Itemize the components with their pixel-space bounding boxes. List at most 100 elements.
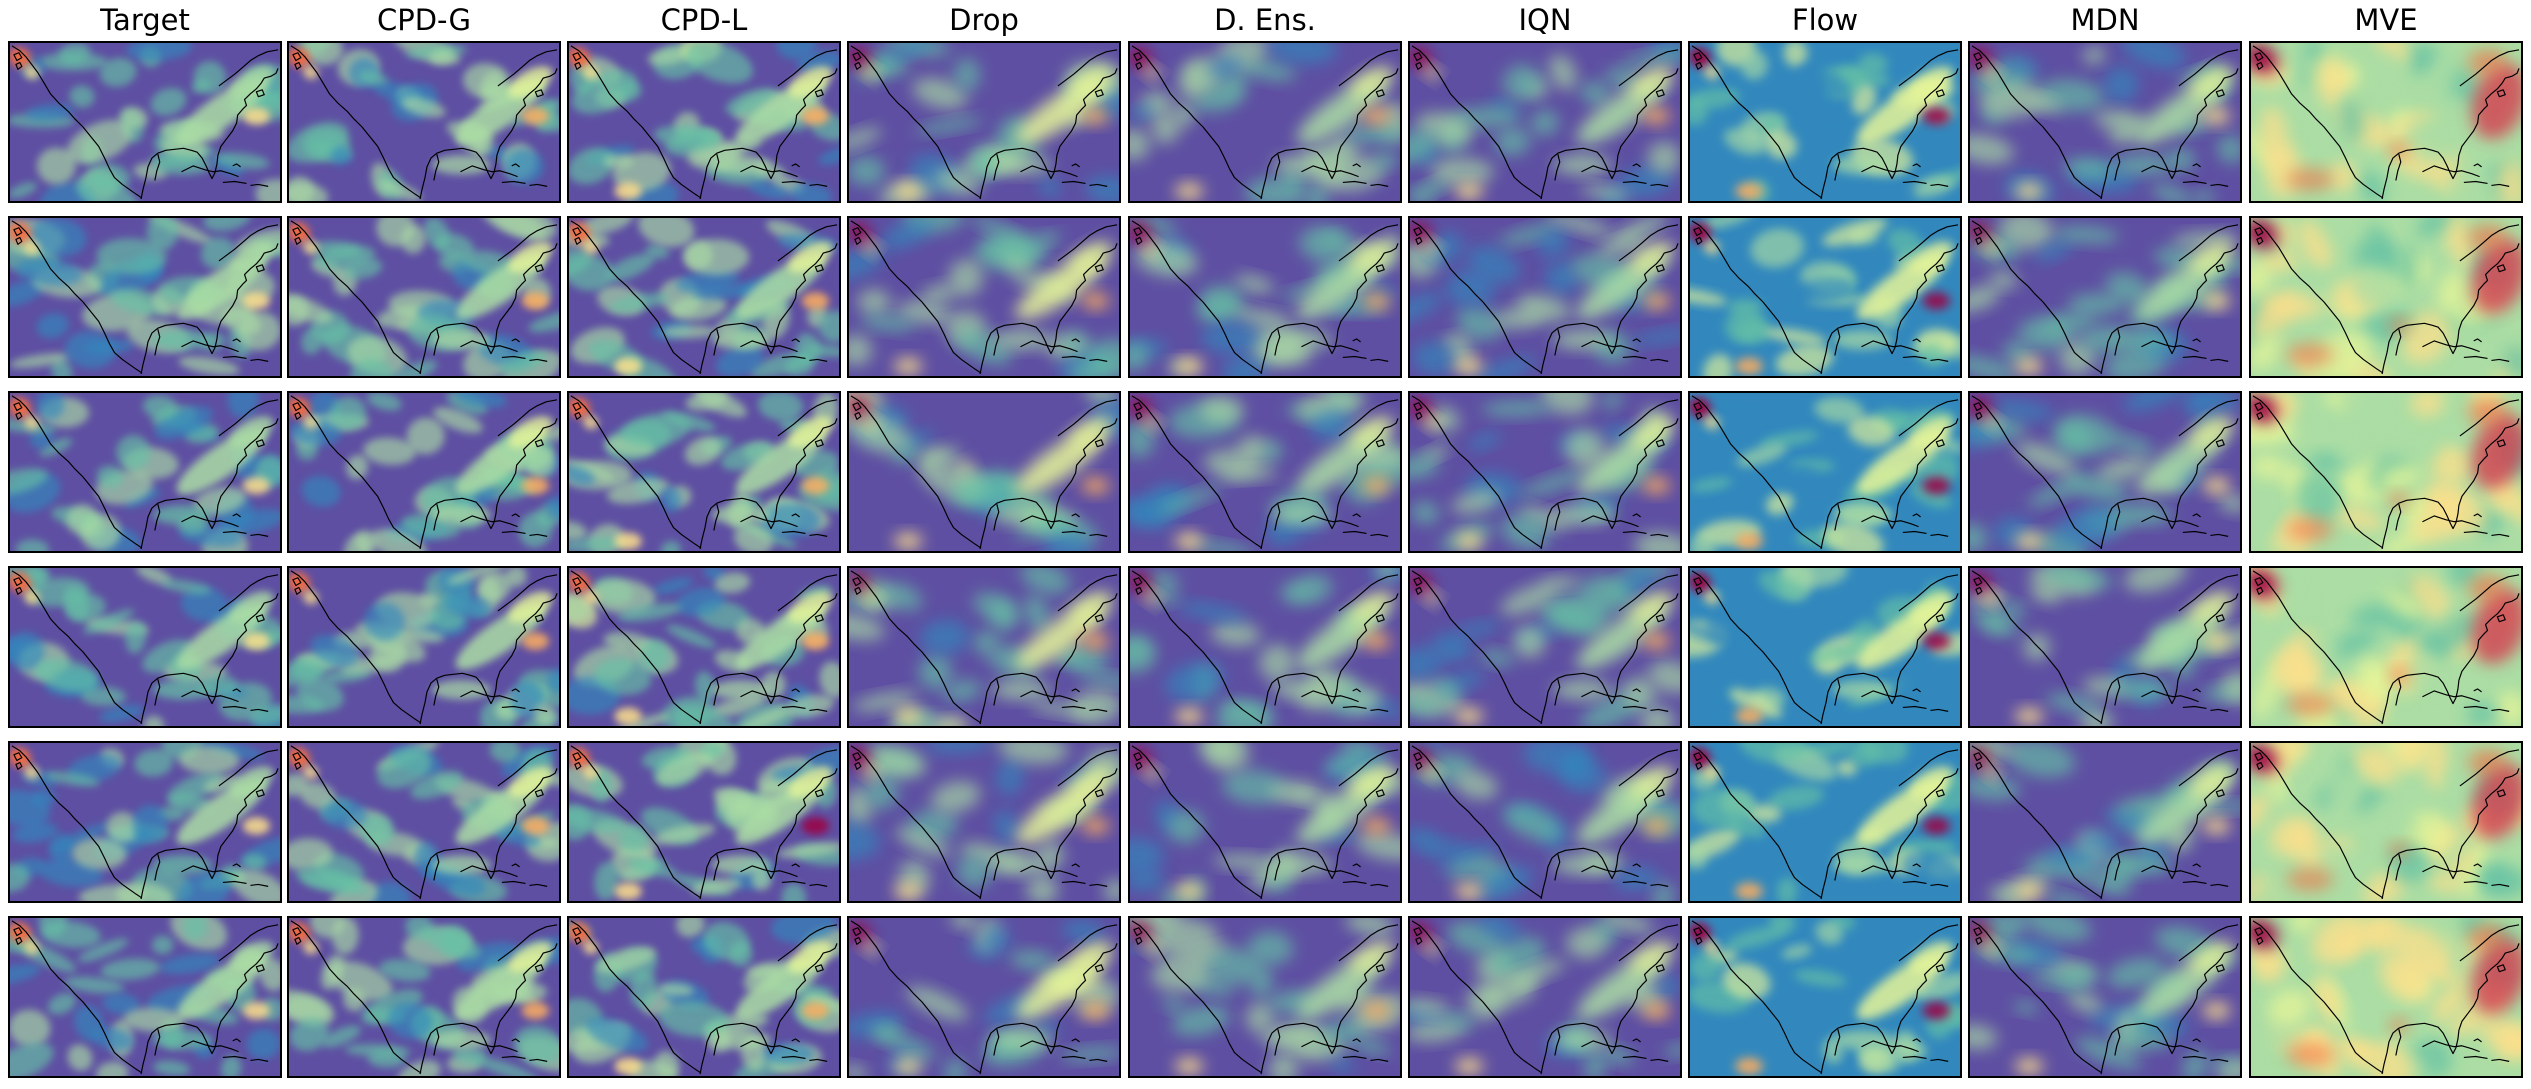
- map-heatmap: [2251, 218, 2521, 376]
- coastline: [2178, 224, 2239, 262]
- coastline: [1338, 49, 1399, 87]
- coastline: [1020, 865, 1078, 878]
- coastline: [777, 399, 838, 437]
- coastline: [570, 220, 702, 374]
- coastline: [574, 236, 582, 245]
- coastline: [699, 418, 838, 550]
- coastline: [1650, 883, 1669, 887]
- coastline: [1094, 264, 1104, 273]
- coastline: [854, 61, 862, 70]
- coastline: [1691, 220, 1823, 374]
- map-heatmap: [569, 43, 839, 201]
- coastline: [1632, 688, 1641, 693]
- map-panel-d-ens-row-1: [1128, 41, 1402, 203]
- coastline: [1834, 854, 1841, 881]
- coastline: [993, 1029, 1000, 1056]
- coastline: [292, 927, 302, 937]
- coastline: [1061, 530, 1086, 535]
- coastline: [2395, 329, 2402, 356]
- coastline: [1834, 1029, 1841, 1056]
- coastline: [1071, 163, 1080, 168]
- map-heatmap: [289, 43, 559, 201]
- coastline: [1650, 533, 1669, 537]
- coastline: [2381, 593, 2520, 725]
- coastline: [255, 614, 265, 623]
- coastline: [1693, 227, 1703, 237]
- coastline: [2459, 399, 2520, 437]
- coastline: [979, 418, 1118, 550]
- coastline: [1094, 964, 1104, 973]
- coastline: [250, 1058, 269, 1062]
- coastline: [2100, 943, 2239, 1075]
- map-heatmap: [1970, 393, 2240, 551]
- coastline: [1370, 358, 1389, 362]
- coastline: [1135, 61, 1143, 70]
- coastline: [1020, 690, 1078, 703]
- coastline: [1912, 338, 1921, 343]
- coastline: [570, 745, 702, 899]
- coastline: [460, 1040, 518, 1053]
- coastline: [1975, 586, 1983, 595]
- coastline: [574, 586, 582, 595]
- coastline: [2381, 418, 2520, 550]
- coastline: [850, 220, 982, 374]
- coastline: [11, 920, 143, 1074]
- coastline: [1902, 705, 1927, 710]
- coastline: [1094, 439, 1104, 448]
- coastline: [2496, 439, 2506, 448]
- coastline: [13, 402, 23, 412]
- coastline: [2210, 883, 2229, 887]
- map-heatmap: [569, 918, 839, 1076]
- coastline: [1411, 745, 1543, 899]
- coastline: [1133, 402, 1143, 412]
- coastline: [1274, 154, 1281, 181]
- coastline: [2496, 264, 2506, 273]
- map-panel-iqn-row-6: [1408, 916, 1682, 1078]
- map-panel-d-ens-row-2: [1128, 216, 1402, 378]
- coastline: [1135, 586, 1143, 595]
- coastline: [1135, 236, 1143, 245]
- coastline: [713, 854, 720, 881]
- coastline: [2381, 768, 2520, 900]
- coastline: [1554, 329, 1561, 356]
- coastline: [1912, 1038, 1921, 1043]
- coastline: [433, 504, 440, 531]
- coastline: [1415, 61, 1423, 70]
- column-title-iqn: IQN: [1518, 3, 1572, 37]
- coastline: [572, 52, 582, 62]
- map-panel-d-ens-row-4: [1128, 566, 1402, 728]
- map-panel-d-ens-row-6: [1128, 916, 1402, 1078]
- coastline: [1898, 749, 1959, 787]
- coastline: [2496, 789, 2506, 798]
- coastline: [1655, 439, 1665, 448]
- map-heatmap: [1410, 568, 1680, 726]
- coastline: [534, 614, 544, 623]
- column-title-flow: Flow: [1791, 3, 1859, 37]
- map-heatmap: [1970, 43, 2240, 201]
- coastline: [777, 749, 838, 787]
- coastline: [979, 768, 1118, 900]
- coastline: [1632, 1038, 1641, 1043]
- coastline: [1057, 49, 1118, 87]
- coastline: [501, 705, 526, 710]
- coastline: [433, 679, 440, 706]
- coastline: [1131, 920, 1263, 1074]
- map-heatmap: [1970, 918, 2240, 1076]
- map-heatmap: [849, 218, 1119, 376]
- coastline: [713, 154, 720, 181]
- coastline: [2463, 705, 2488, 710]
- coastline: [1935, 614, 1945, 623]
- map-panel-mdn-row-3: [1968, 391, 2242, 553]
- coastline: [1540, 593, 1679, 725]
- map-heatmap: [849, 568, 1119, 726]
- coastline: [699, 943, 838, 1075]
- coastline: [1655, 264, 1665, 273]
- coastline: [1135, 411, 1143, 420]
- map-panel-mdn-row-6: [1968, 916, 2242, 1078]
- coastline: [2178, 399, 2239, 437]
- coastline: [1632, 513, 1641, 518]
- coastline: [1695, 411, 1703, 420]
- coastline: [740, 165, 798, 178]
- coastline: [2473, 863, 2482, 868]
- coastline: [2395, 679, 2402, 706]
